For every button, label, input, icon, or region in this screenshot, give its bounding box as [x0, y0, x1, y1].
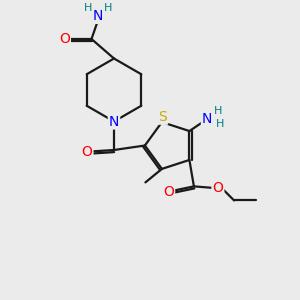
Text: O: O — [212, 181, 223, 195]
Text: O: O — [82, 145, 92, 158]
Text: H: H — [104, 3, 112, 13]
Text: N: N — [92, 9, 103, 23]
Text: H: H — [214, 106, 223, 116]
Text: H: H — [216, 119, 224, 129]
Text: N: N — [109, 115, 119, 128]
Text: S: S — [158, 110, 167, 124]
Text: O: O — [163, 185, 174, 200]
Text: N: N — [202, 112, 212, 126]
Text: O: O — [59, 32, 70, 46]
Text: H: H — [83, 3, 92, 14]
